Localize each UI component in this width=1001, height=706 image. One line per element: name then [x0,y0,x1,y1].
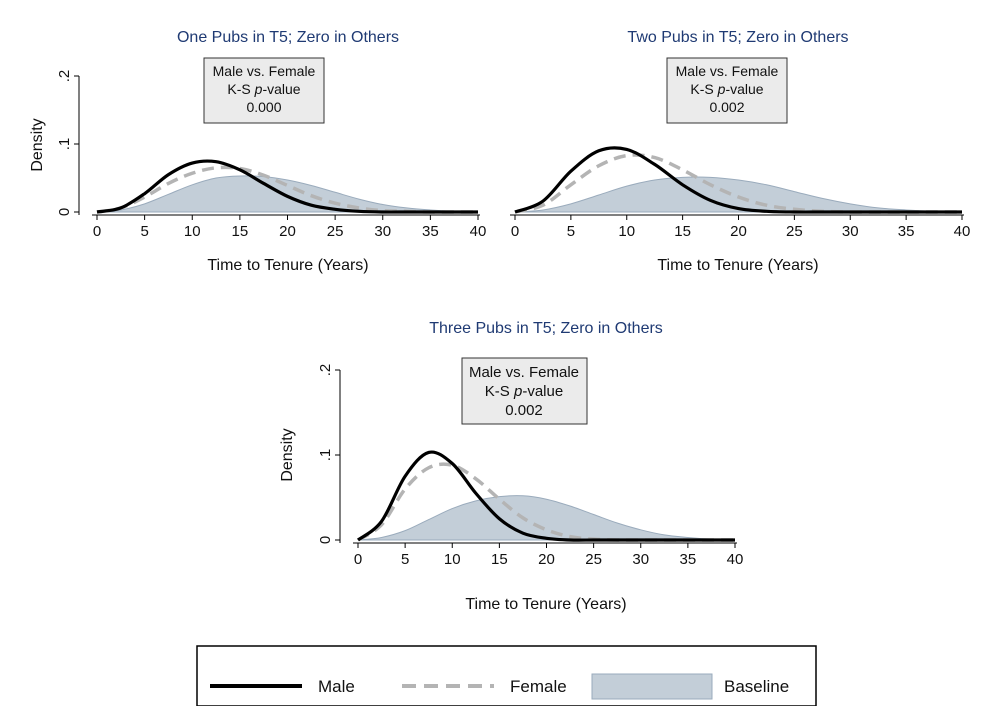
ks-test-box: Male vs. Female K-S p-value 0.000 [203,57,325,124]
series-baseline-area [96,175,479,213]
x-tick-label: 35 [422,223,439,240]
x-tick-label: 35 [680,551,697,568]
panel-title: Three Pubs in T5; Zero in Others [429,320,663,337]
ks-box-line2-suffix: -value [725,81,763,97]
x-tick-label: 0 [511,223,519,240]
legend-frame [196,645,817,706]
ks-test-box: Male vs. Female K-S p-value 0.002 [666,57,788,124]
x-tick-label: 25 [786,223,803,240]
ks-test-box-frame [203,57,325,124]
ks-box-line2: K-S p-value [227,81,300,97]
x-tick-label: 30 [632,551,649,568]
ks-box-pvalue: 0.000 [246,99,281,115]
panel-title: One Pubs in T5; Zero in Others [177,29,399,46]
x-tick-label: 20 [279,223,296,240]
x-axis-label: Time to Tenure (Years) [465,596,626,613]
y-tick-label: .1 [56,138,73,151]
ks-box-line2-suffix: -value [262,81,300,97]
ks-test-box-frame [666,57,788,124]
ks-box-line2: K-S p-value [485,383,563,400]
x-axis-label: Time to Tenure (Years) [207,257,368,274]
x-tick-label: 35 [898,223,915,240]
x-tick-label: 10 [618,223,635,240]
x-tick-label: 25 [327,223,344,240]
series-male-line [514,146,962,214]
y-tick-label: 0 [56,208,73,216]
x-tick-label: 10 [184,223,201,240]
x-tick-label: 0 [354,551,362,568]
y-axis-label: Density [279,428,296,481]
ks-box-line2-italic: p [717,81,726,97]
x-axis-label: Time to Tenure (Years) [657,257,818,274]
x-tick-label: 40 [727,551,744,568]
x-tick-label: 40 [470,223,487,240]
ks-box-line2-suffix: -value [522,383,563,400]
series-female-line [514,153,962,214]
x-tick-label: 15 [232,223,249,240]
y-tick-label: 0 [317,536,334,544]
ks-box-line2: K-S p-value [690,81,763,97]
panel-three-pubs: Three Pubs in T5; Zero in Others Density… [279,320,743,613]
series-male-line [96,159,478,214]
ks-box-line2-prefix: K-S [227,81,254,97]
ks-box-line2-italic: p [513,383,522,400]
x-tick-label: 15 [491,551,508,568]
x-tick-label: 40 [954,223,971,240]
legend-label-baseline: Baseline [724,677,789,696]
y-tick-label: .2 [317,364,334,377]
x-tick-label: 5 [401,551,409,568]
series-baseline-area [514,176,963,213]
x-tick-label: 25 [585,551,602,568]
series-male-line [357,450,735,542]
ks-box-pvalue: 0.002 [505,402,543,419]
x-tick-label: 20 [730,223,747,240]
x-tick-label: 10 [444,551,461,568]
legend-label-female: Female [510,677,567,696]
x-tick-label: 15 [674,223,691,240]
x-tick-label: 5 [567,223,575,240]
panel-one-pub: One Pubs in T5; Zero in Others Density T… [29,29,486,274]
plot-area: 0 5 10 15 20 25 30 35 40 .2 .1 0 [56,70,486,240]
ks-box-line2-italic: p [254,81,263,97]
ks-box-line1: Male vs. Female [676,63,779,79]
plot-area: 0 5 10 15 20 25 30 35 40 [510,146,971,240]
x-tick-label: 20 [538,551,555,568]
y-tick-label: .1 [317,449,334,462]
plot-area: 0 5 10 15 20 25 30 35 40 .2 .1 0 [317,364,743,568]
ks-box-line1: Male vs. Female [213,63,316,79]
x-tick-label: 0 [93,223,101,240]
y-tick-label: .2 [56,70,73,83]
ks-test-box-frame [461,357,588,425]
ks-box-line2-prefix: K-S [485,383,514,400]
x-tick-label: 30 [842,223,859,240]
x-tick-label: 30 [374,223,391,240]
series-baseline-area [357,495,736,541]
y-axis-label: Density [29,118,46,171]
ks-box-pvalue: 0.002 [709,99,744,115]
x-tick-label: 5 [140,223,148,240]
legend-label-male: Male [318,677,355,696]
panel-title: Two Pubs in T5; Zero in Others [627,29,848,46]
ks-box-line2-prefix: K-S [690,81,717,97]
panel-two-pubs: Two Pubs in T5; Zero in Others Time to T… [510,29,970,274]
legend: Male Female Baseline [196,645,817,706]
ks-box-line1: Male vs. Female [469,364,579,381]
ks-test-box: Male vs. Female K-S p-value 0.002 [461,357,588,425]
legend-swatch-baseline [591,673,713,700]
